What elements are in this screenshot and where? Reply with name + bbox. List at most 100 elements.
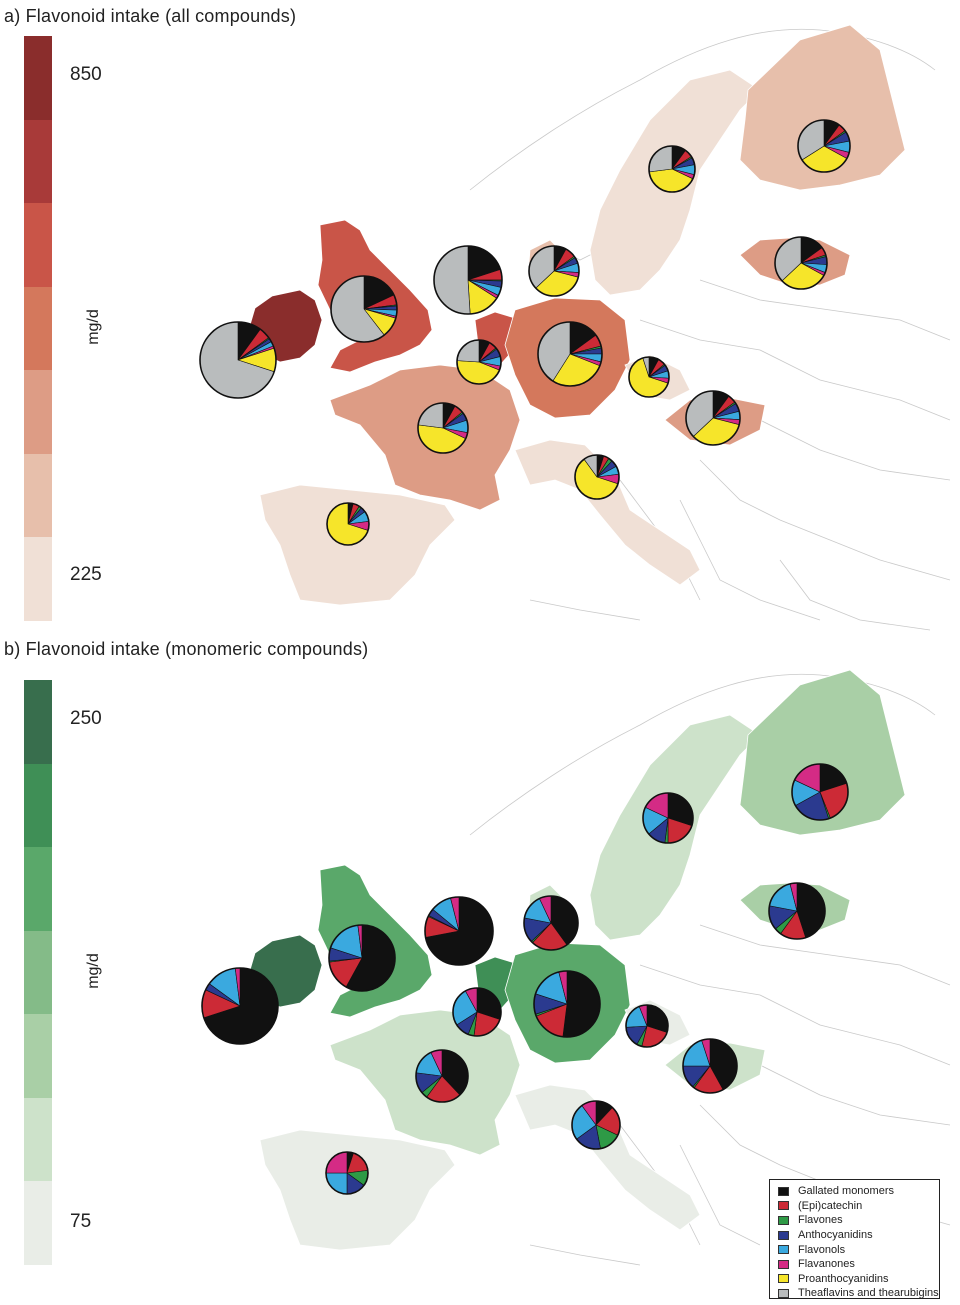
pie-charts-b (201, 763, 849, 1195)
scale-a-band-6 (24, 453, 52, 537)
scale-b-band-4 (24, 930, 52, 1014)
scale-b-band-1 (24, 680, 52, 764)
a-pie-6 (456, 339, 502, 385)
a-pie-13 (574, 454, 620, 500)
b-pie-13-outline (571, 1100, 621, 1150)
b-pie-12 (682, 1038, 738, 1094)
b-pie-8 (642, 792, 694, 844)
b-pie-9-outline (791, 763, 849, 821)
b-pie-2-outline (328, 924, 396, 992)
color-scale-a (24, 36, 52, 621)
b-pie-10-outline (768, 882, 826, 940)
pie-charts-a (199, 119, 851, 546)
a-pie-12 (685, 390, 741, 446)
legend-swatch (778, 1230, 789, 1240)
country-finland-a (739, 24, 906, 191)
legend-item: Gallated monomers (778, 1184, 939, 1199)
a-pie-1-outline (199, 321, 277, 399)
legend-item: Flavanones (778, 1257, 939, 1272)
b-pie-11-outline (625, 1004, 669, 1048)
a-pie-13-outline (574, 454, 620, 500)
a-pie-6-outline (456, 339, 502, 385)
legend-item: Theaflavins and thearubigins (778, 1286, 939, 1301)
scale-a-band-1 (24, 36, 52, 120)
a-pie-14 (326, 502, 370, 546)
a-pie-14-outline (326, 502, 370, 546)
scale-a-min-label: 225 (70, 564, 102, 585)
map-panel-a (199, 24, 951, 631)
b-pie-5 (533, 970, 601, 1038)
a-pie-12-outline (685, 390, 741, 446)
a-pie-9 (797, 119, 851, 173)
scale-b-band-3 (24, 847, 52, 931)
a-pie-7 (417, 402, 469, 454)
b-pie-7 (415, 1049, 469, 1103)
a-pie-4 (528, 245, 580, 297)
a-pie-5-outline (537, 321, 603, 387)
b-pie-11 (625, 1004, 669, 1048)
b-pie-5-outline (533, 970, 601, 1038)
b-pie-3-outline (424, 896, 494, 966)
a-pie-11 (628, 356, 670, 398)
b-pie-8-outline (642, 792, 694, 844)
legend-swatch (778, 1274, 789, 1284)
a-pie-8 (648, 145, 696, 193)
legend-swatch (778, 1288, 789, 1298)
a-pie-2 (330, 275, 398, 343)
scale-a-band-7 (24, 537, 52, 621)
legend-item: Flavones (778, 1213, 939, 1228)
a-pie-11-outline (628, 356, 670, 398)
legend-label: Flavonols (798, 1243, 846, 1256)
legend-label: Gallated monomers (798, 1185, 894, 1198)
legend-item: Proanthocyanidins (778, 1272, 939, 1287)
legend-swatch (778, 1201, 789, 1211)
scale-a-band-3 (24, 203, 52, 287)
scale-b-max-label: 250 (70, 708, 102, 729)
country-spain-a (259, 484, 456, 606)
a-pie-2-outline (330, 275, 398, 343)
legend-swatch (778, 1186, 789, 1196)
a-pie-9-outline (797, 119, 851, 173)
b-pie-6-outline (452, 987, 502, 1037)
category-legend: Gallated monomers (Epi)catechin Flavones An… (769, 1179, 940, 1299)
legend-label: Flavanones (798, 1258, 855, 1271)
b-pie-1-outline (201, 967, 279, 1045)
a-pie-4-outline (528, 245, 580, 297)
scale-a-band-4 (24, 286, 52, 370)
a-pie-5 (537, 321, 603, 387)
scale-b-band-6 (24, 1097, 52, 1181)
b-pie-13 (571, 1100, 621, 1150)
a-pie-3-outline (433, 245, 503, 315)
b-pie-4 (523, 895, 579, 951)
legend-swatch (778, 1245, 789, 1255)
country-finland-b (739, 669, 906, 836)
scale-a-max-label: 850 (70, 64, 102, 85)
b-pie-10 (768, 882, 826, 940)
legend-swatch (778, 1259, 789, 1269)
scale-a-band-5 (24, 370, 52, 454)
scale-b-band-7 (24, 1181, 52, 1265)
b-pie-3 (424, 896, 494, 966)
scale-a-band-2 (24, 119, 52, 203)
a-pie-10-outline (774, 236, 828, 290)
b-pie-6 (452, 987, 502, 1037)
scale-b-min-label: 75 (70, 1211, 92, 1232)
scale-b-band-2 (24, 763, 52, 847)
panel-a-title: a) Flavonoid intake (all compounds) (4, 6, 297, 26)
b-pie-12-outline (682, 1038, 738, 1094)
b-pie-9 (791, 763, 849, 821)
scale-b-band-5 (24, 1014, 52, 1098)
a-pie-3 (433, 245, 503, 315)
legend-swatch (778, 1215, 789, 1225)
legend-label: Flavones (798, 1214, 843, 1227)
a-pie-7-outline (417, 402, 469, 454)
b-pie-2 (328, 924, 396, 992)
legend-label: Proanthocyanidins (798, 1272, 889, 1285)
legend-item: Anthocyanidins (778, 1228, 939, 1243)
legend-label: Theaflavins and thearubigins (798, 1287, 939, 1300)
b-pie-4-outline (523, 895, 579, 951)
legend-label: Anthocyanidins (798, 1229, 873, 1242)
a-pie-10 (774, 236, 828, 290)
color-scale-b (24, 680, 52, 1265)
